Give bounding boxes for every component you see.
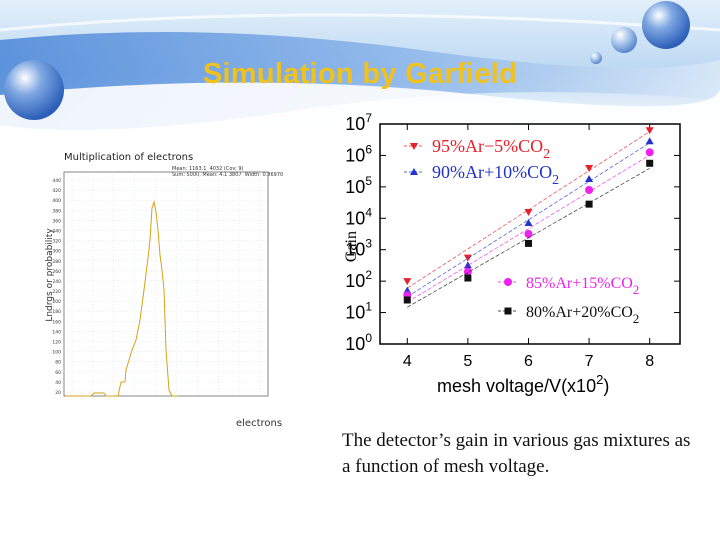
y-tick-label: 104 xyxy=(345,205,372,228)
histogram-y-tick: 320 xyxy=(52,239,61,245)
data-point xyxy=(403,278,412,286)
banner-orb-tiny xyxy=(590,52,602,64)
histogram-y-tick: 400 xyxy=(52,198,61,204)
data-point xyxy=(524,230,533,238)
histogram-y-tick: 60 xyxy=(55,370,61,376)
data-point xyxy=(585,165,594,172)
data-point xyxy=(403,296,411,304)
series-fit-line xyxy=(407,167,650,308)
histogram-y-tick: 40 xyxy=(55,380,61,386)
legend-label: 80%Ar+20%CO2 xyxy=(526,304,639,326)
legend-marker xyxy=(504,307,512,315)
histogram-y-tick: 140 xyxy=(52,329,61,335)
histogram-y-tick: 420 xyxy=(52,188,61,194)
x-tick-label: 4 xyxy=(403,353,412,370)
y-tick-label: 100 xyxy=(345,331,372,354)
data-point xyxy=(464,274,472,282)
banner-orb-large xyxy=(4,60,64,120)
data-point xyxy=(524,219,533,226)
data-point xyxy=(524,209,533,216)
legend-marker xyxy=(410,143,418,150)
histogram-y-tick: 20 xyxy=(55,390,61,396)
multiplication-histogram: Multiplication of electrons Mean: 1163.1… xyxy=(36,150,300,432)
data-point xyxy=(403,286,412,294)
y-axis-label: Gain xyxy=(343,231,360,262)
histogram-y-tick: 100 xyxy=(52,350,61,356)
histogram-y-tick: 260 xyxy=(52,269,61,275)
legend-marker xyxy=(410,168,418,175)
data-point xyxy=(645,148,654,157)
histogram-y-tick: 200 xyxy=(52,299,61,305)
histogram-frame xyxy=(63,171,269,397)
y-tick-label: 101 xyxy=(345,300,372,323)
data-point xyxy=(645,127,654,135)
gain-chart: 100 101 102 103 104 105 106 107 4 5 6 7 8 mesh voltag… xyxy=(343,112,681,396)
y-tick-label: 106 xyxy=(345,142,372,165)
y-tick-label: 105 xyxy=(345,174,372,197)
histogram-x-label: electrons xyxy=(236,418,283,429)
histogram-y-tick: 220 xyxy=(52,289,61,295)
slide-caption: The detector’s gain in various gas mixtu… xyxy=(342,430,691,477)
histogram-y-tick: 440 xyxy=(52,178,61,184)
histogram-plot: 440 420 400 380 360 340 320 300 280 260 240 220 200 1… xyxy=(52,171,269,397)
histogram-y-tick: 300 xyxy=(52,249,61,255)
x-tick-label: 5 xyxy=(463,353,472,370)
histogram-y-tick: 160 xyxy=(52,319,61,325)
data-point xyxy=(585,186,594,194)
histogram-title: Multiplication of electrons xyxy=(64,152,194,163)
histogram-y-tick: 80 xyxy=(55,360,61,366)
histogram-y-tick: 180 xyxy=(52,309,61,315)
slide-banner xyxy=(0,0,720,130)
legend-marker xyxy=(504,278,512,286)
data-point xyxy=(463,254,472,262)
x-tick-label: 8 xyxy=(645,353,654,370)
y-tick-label: 102 xyxy=(345,268,372,291)
histogram-stats: Mean: 1163.1 4032 (Cov: 9) Sum: 5000, Me… xyxy=(172,166,284,178)
histogram-line xyxy=(66,200,178,397)
banner-orb-small xyxy=(611,27,637,53)
histogram-y-tick: 240 xyxy=(52,279,61,285)
series-fit-line xyxy=(407,154,650,303)
data-point xyxy=(646,159,654,167)
x-axis-label: mesh voltage/V(x102) xyxy=(437,372,609,396)
banner-orb-right xyxy=(642,1,690,49)
histogram-y-tick: 360 xyxy=(52,218,61,224)
x-tick-label: 6 xyxy=(524,353,533,370)
data-point xyxy=(585,200,593,208)
data-point xyxy=(585,175,594,182)
data-point xyxy=(645,137,654,145)
histogram-y-tick: 380 xyxy=(52,208,61,214)
x-tick-label: 7 xyxy=(585,353,594,370)
data-point xyxy=(524,239,532,247)
histogram-y-tick: 280 xyxy=(52,259,61,265)
y-tick-label: 103 xyxy=(345,237,372,260)
histogram-y-tick: 340 xyxy=(52,228,61,234)
histogram-y-tick: 120 xyxy=(52,340,61,346)
slide-title: Simulation by Garfield xyxy=(202,58,518,90)
legend-label: 90%Ar+10%CO2 xyxy=(432,162,559,188)
legend-label: 95%Ar−5%CO2 xyxy=(432,136,550,162)
legend-label: 85%Ar+15%CO2 xyxy=(526,275,639,297)
y-tick-label: 107 xyxy=(345,112,372,134)
